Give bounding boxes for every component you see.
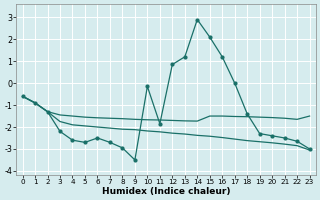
- X-axis label: Humidex (Indice chaleur): Humidex (Indice chaleur): [102, 187, 230, 196]
